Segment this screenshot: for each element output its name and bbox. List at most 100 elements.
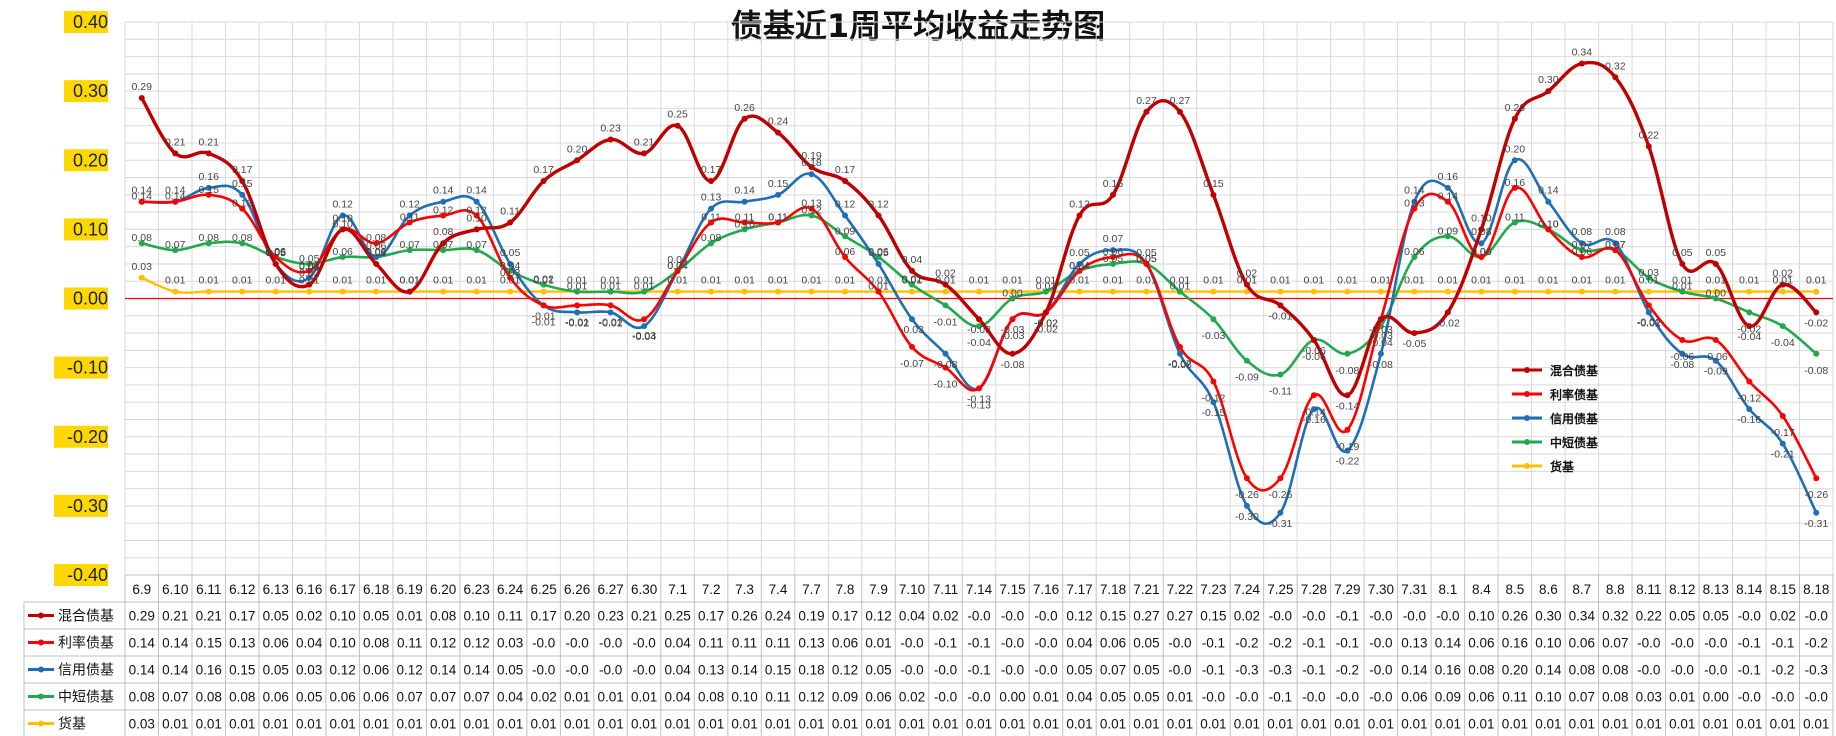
data-label: 0.06	[265, 246, 286, 258]
table-cell: -0.2	[1269, 636, 1292, 651]
table-cell: -0.0	[900, 636, 923, 651]
table-cell: 0.01	[1502, 717, 1528, 732]
data-label: 0.01	[969, 275, 990, 287]
data-label: 0.01	[1170, 281, 1191, 293]
table-cell: 0.07	[430, 690, 456, 705]
legend-marker	[1524, 463, 1530, 469]
table-cell: 0.06	[363, 663, 389, 678]
table-cell: 0.01	[899, 717, 925, 732]
table-cell: 0.01	[1703, 717, 1729, 732]
data-label: 0.14	[132, 185, 153, 197]
table-cell: -0.1	[1738, 636, 1761, 651]
data-label: 0.14	[734, 185, 755, 197]
x-tick-label: 8.6	[1539, 582, 1558, 597]
data-label: -0.03	[1369, 324, 1393, 336]
data-point	[1545, 226, 1552, 233]
data-point	[172, 150, 179, 157]
table-cell: 0.01	[229, 717, 255, 732]
data-label: 0.15	[1103, 178, 1124, 190]
table-cell: -0.0	[1369, 663, 1392, 678]
data-point	[1578, 60, 1585, 67]
table-cell: -0.1	[1771, 636, 1794, 651]
data-label: -0.04	[1369, 337, 1393, 349]
data-label: 0.23	[600, 123, 621, 135]
table-cell: 0.08	[430, 609, 456, 624]
table-cell: -0.2	[1336, 663, 1359, 678]
data-label: 0.01	[1203, 275, 1224, 287]
table-cell: -0.0	[599, 663, 622, 678]
data-label: 0.02	[1237, 268, 1258, 280]
data-label: 0.01	[165, 275, 186, 287]
data-label: 0.01	[1572, 275, 1593, 287]
data-point	[473, 288, 480, 295]
data-point	[1545, 198, 1552, 205]
data-label: 0.05	[1136, 253, 1157, 265]
data-label: -0.26	[1804, 489, 1828, 501]
data-label: 0.11	[768, 211, 788, 223]
data-label: 0.08	[701, 232, 722, 244]
data-point	[1411, 254, 1418, 261]
data-label: -0.03	[1001, 324, 1025, 336]
table-cell: 0.01	[1100, 717, 1126, 732]
data-point	[842, 233, 849, 240]
data-label: 0.12	[433, 205, 454, 217]
data-point	[775, 288, 782, 295]
table-cell: 0.08	[129, 690, 155, 705]
table-cell: 0.21	[162, 609, 188, 624]
table-cell: 0.01	[966, 717, 992, 732]
table-cell: 0.06	[263, 636, 289, 651]
data-label: -0.14	[1302, 406, 1326, 418]
data-label: 0.08	[1471, 226, 1492, 238]
x-tick-label: 7.3	[735, 582, 754, 597]
table-cell: 0.16	[196, 663, 222, 678]
data-label: -0.11	[1269, 386, 1292, 398]
legend-label: 利率债基	[1550, 387, 1599, 402]
x-tick-label: 6.9	[132, 582, 151, 597]
data-point	[1645, 274, 1652, 281]
x-tick-label: 7.11	[933, 582, 958, 597]
table-cell: 0.11	[497, 609, 522, 624]
data-label: 0.01	[667, 275, 688, 287]
data-label: 0.18	[801, 157, 822, 169]
y-axis-ticks: 0.40 0.30 0.20 0.10 0.00 -0.10 -0.20 -0.30 -0.40	[54, 11, 108, 586]
x-tick-label: 7.1	[668, 582, 687, 597]
table-cell: 0.05	[296, 690, 322, 705]
data-label: 0.07	[433, 239, 454, 251]
table-cell: -0.0	[1671, 636, 1694, 651]
data-point	[138, 240, 145, 247]
data-label: 0.01	[265, 275, 286, 287]
data-point	[1511, 184, 1518, 191]
data-label: 0.03	[299, 261, 320, 273]
data-label: 0.15	[1203, 178, 1224, 190]
table-cell: 0.17	[229, 609, 255, 624]
data-point	[1444, 184, 1451, 191]
data-label: 0.06	[1471, 246, 1492, 258]
data-label: 0.01	[1404, 275, 1425, 287]
table-cell: 0.03	[129, 717, 155, 732]
data-point	[1411, 288, 1418, 295]
data-label: 0.10	[332, 212, 353, 224]
data-label: 0.01	[1739, 275, 1760, 287]
data-point	[205, 240, 212, 247]
table-cell: 0.11	[732, 636, 757, 651]
table-cell: 0.01	[865, 636, 891, 651]
data-label: 0.00	[1002, 288, 1023, 300]
data-label: 0.07	[1103, 233, 1124, 245]
data-label: 0.12	[466, 205, 487, 217]
data-label: 0.01	[1505, 275, 1526, 287]
table-cell: 0.08	[363, 636, 389, 651]
table-cell: -0.0	[1436, 609, 1459, 624]
data-point	[1612, 74, 1619, 81]
x-tick-label: 7.29	[1334, 582, 1360, 597]
data-label: 0.02	[1773, 268, 1794, 280]
table-cell: 0.01	[1435, 717, 1461, 732]
table-cell: 0.14	[162, 636, 189, 651]
legend-label: 混合债基	[1550, 363, 1599, 378]
data-point	[440, 288, 447, 295]
data-label: 0.06	[1471, 246, 1492, 258]
table-series-name: 中短债基	[58, 689, 114, 706]
data-point	[1511, 157, 1518, 164]
data-point	[1444, 233, 1451, 240]
data-label: -0.13	[967, 399, 991, 411]
table-cell: 0.02	[1234, 609, 1260, 624]
